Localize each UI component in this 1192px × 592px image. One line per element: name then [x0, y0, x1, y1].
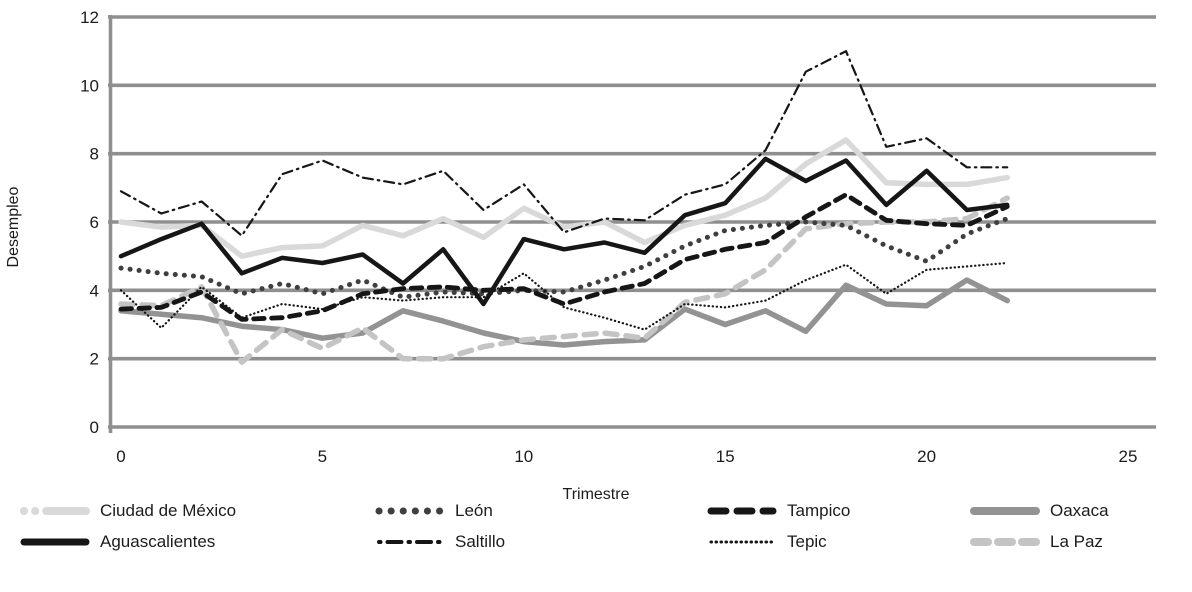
- series-line-tampico: [118, 192, 1010, 322]
- series-line-cdmx: [118, 137, 1010, 259]
- legend-marker-la-paz: [970, 538, 1040, 546]
- x-tick-label-10: 10: [514, 447, 533, 466]
- series-line-oaxaca: [118, 277, 1010, 348]
- series-line-aguascalientes: [118, 156, 1010, 307]
- legend-marker-oaxaca: [970, 507, 1040, 515]
- legend-item-tepic: Tepic: [705, 532, 968, 552]
- x-tick-label-20: 20: [917, 447, 936, 466]
- series-line-leon: [118, 216, 1010, 300]
- legend-label-ciudad-de-mexico: Ciudad de México: [100, 501, 237, 520]
- legend-label-aguascalientes: Aguascalientes: [100, 532, 216, 551]
- y-tick-label-10: 10: [80, 76, 99, 95]
- x-tick-label-15: 15: [716, 447, 735, 466]
- legend-item-oaxaca: Oaxaca: [968, 501, 1168, 521]
- series-line-lapaz: [118, 195, 1010, 365]
- legend: Ciudad de México León Tampico Oaxaca Agu…: [18, 500, 1184, 553]
- x-tick-label-5: 5: [318, 447, 327, 466]
- legend-label-leon: León: [455, 501, 493, 520]
- legend-item-leon: León: [373, 501, 705, 521]
- legend-marker-tampico: [707, 507, 777, 515]
- series-line-tepic: [119, 261, 1009, 331]
- legend-item-saltillo: Saltillo: [373, 532, 705, 552]
- y-tick-label-4: 4: [90, 281, 99, 300]
- x-tick-label-0: 0: [116, 447, 125, 466]
- series-lines: [118, 50, 1010, 365]
- line-chart: 0 2 4 6 8 10 12 0 5 10 15 20 25: [80, 8, 1156, 466]
- legend-marker-aguascalientes: [20, 538, 90, 546]
- legend-marker-leon: [375, 507, 445, 515]
- y-tick-label-6: 6: [90, 213, 99, 232]
- y-tick-label-0: 0: [90, 418, 99, 437]
- legend-marker-saltillo: [377, 540, 443, 544]
- y-axis-title: Desempleo: [5, 186, 22, 268]
- legend-item-tampico: Tampico: [705, 501, 968, 521]
- legend-label-saltillo: Saltillo: [455, 532, 506, 551]
- x-axis-title: Trimestre: [562, 486, 630, 503]
- y-tick-label-12: 12: [80, 8, 99, 27]
- x-tick-label-25: 25: [1119, 447, 1138, 466]
- legend-item-aguascalientes: Aguascalientes: [18, 532, 373, 552]
- x-axis-tick-labels: 0 5 10 15 20 25: [116, 447, 1137, 466]
- legend-label-tepic: Tepic: [787, 532, 827, 551]
- legend-label-tampico: Tampico: [787, 501, 851, 520]
- legend-label-oaxaca: Oaxaca: [1050, 501, 1109, 520]
- legend-label-la-paz: La Paz: [1050, 532, 1103, 551]
- y-tick-label-8: 8: [90, 145, 99, 164]
- y-tick-label-2: 2: [90, 350, 99, 369]
- legend-marker-ciudad-de-mexico: [20, 507, 90, 515]
- legend-item-ciudad-de-mexico: Ciudad de México: [18, 501, 373, 521]
- series-line-saltillo: [119, 50, 1009, 237]
- gridlines: [108, 15, 1156, 429]
- legend-item-la-paz: La Paz: [968, 532, 1168, 552]
- y-axis-tick-labels: 0 2 4 6 8 10 12: [80, 8, 99, 437]
- legend-marker-tepic: [709, 540, 775, 544]
